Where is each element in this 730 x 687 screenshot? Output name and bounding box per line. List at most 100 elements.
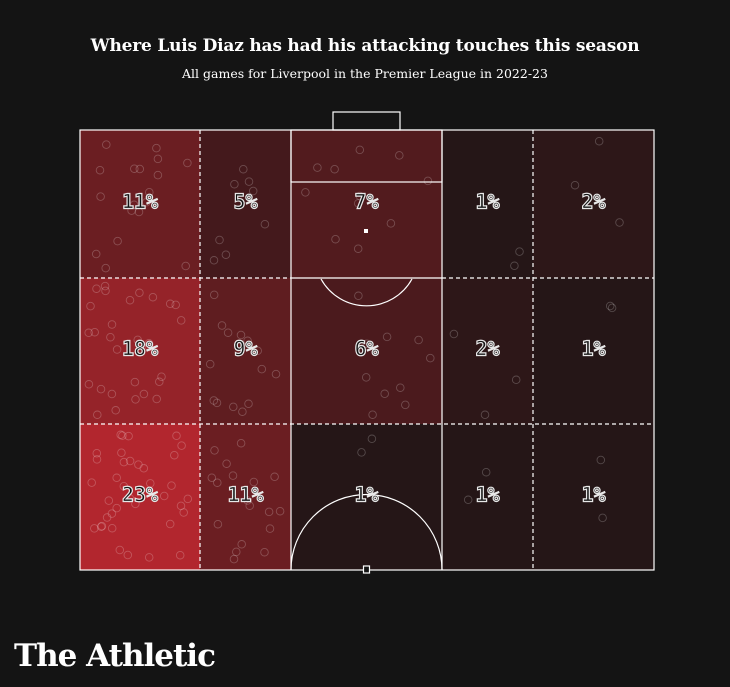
touch-dot (210, 446, 219, 455)
touch-dot (133, 335, 142, 345)
touch-dot (205, 359, 215, 369)
heatmap-cells (80, 130, 654, 570)
touch-dot (243, 336, 252, 346)
zone-percent-label: 1% (581, 483, 605, 507)
zone-percent-label: 7% (354, 190, 378, 214)
zone-labels: 11% 5% 7% 1% 2% 18% 9% 6% 2% 1% 23% 11% 1% 1% 1% (121, 189, 606, 507)
touch-dot (367, 434, 377, 444)
touch-dot (135, 288, 144, 298)
touch-dot (212, 398, 222, 408)
touch-dot (134, 460, 143, 469)
touch-dot (232, 547, 241, 557)
heatmap-cell (442, 424, 533, 570)
touch-dot (176, 316, 186, 325)
touch-dot (111, 406, 120, 415)
zone-percent-label: 2% (581, 190, 605, 214)
touch-dot (119, 481, 129, 491)
touch-dot (131, 499, 140, 509)
heatmap-cell (533, 424, 654, 570)
touch-dot (152, 394, 161, 404)
heatmap-cell (200, 424, 291, 570)
touch-dot (176, 501, 186, 511)
touch-dot (96, 522, 106, 531)
zone-percent-label: 1% (581, 337, 605, 361)
touch-dot (104, 496, 114, 505)
heatmap-cell (442, 278, 533, 424)
touch-dot (301, 188, 310, 197)
touch-dot (167, 481, 176, 490)
touch-dot (127, 206, 136, 215)
touch-dot (423, 176, 433, 186)
touch-dot (237, 540, 246, 549)
touch-dot (396, 383, 405, 392)
touch-dot (92, 284, 101, 293)
touch-dot (270, 472, 279, 482)
touch-dot (102, 140, 111, 149)
touch-dot (153, 170, 163, 180)
touch-dot (331, 234, 340, 244)
touch-dot (112, 345, 122, 354)
touch-dot (223, 328, 233, 337)
touch-dot (183, 494, 193, 504)
touch-dot (152, 143, 161, 153)
touch-dot (135, 164, 145, 174)
touch-dot (101, 286, 110, 296)
touch-dot (401, 400, 410, 410)
touch-dot (155, 377, 164, 387)
touch-dot (92, 448, 102, 458)
touch-dot (157, 372, 166, 381)
touch-dot (249, 477, 259, 487)
zone-percent-label: 23% (122, 483, 158, 507)
touch-dot (129, 200, 139, 210)
zone-percent-label: 5% (233, 190, 257, 214)
touch-dot (222, 459, 231, 468)
touch-dot (607, 303, 617, 313)
touch-dot (145, 187, 154, 197)
touch-dot (257, 364, 267, 374)
touch-dot (236, 330, 246, 340)
center-spot (362, 565, 371, 574)
zone-percent-label: 1% (354, 483, 378, 507)
touch-dot (230, 179, 239, 189)
touch-dot (177, 441, 186, 450)
zone-percent-label: 1% (475, 483, 499, 507)
touch-dot (107, 389, 117, 399)
touch-dot (113, 236, 122, 246)
touch-dot (131, 395, 140, 404)
touch-dot (84, 328, 93, 338)
touch-dot (144, 553, 154, 562)
touch-dot (92, 455, 102, 464)
heatmap-cell (80, 130, 200, 278)
touch-dot (118, 431, 127, 440)
touch-dot (144, 342, 154, 352)
touch-dot (146, 479, 155, 488)
touch-dot (125, 456, 135, 466)
touch-dot (481, 467, 491, 477)
touch-dot (153, 154, 163, 164)
touch-dot (107, 509, 117, 518)
touch-dot (260, 547, 269, 557)
heatmap-cell (442, 130, 533, 278)
touch-dot (134, 207, 144, 217)
penalty-arc (320, 278, 413, 307)
zone-percent-label: 2% (475, 337, 499, 361)
touch-dot (170, 450, 179, 460)
touch-dot (238, 407, 247, 416)
brand-logo: The Athletic (14, 638, 216, 674)
touch-dot (244, 177, 254, 186)
zone-percent-label: 9% (233, 337, 257, 361)
penalty-spot (364, 229, 368, 233)
touch-dot (213, 519, 223, 529)
touch-dot (95, 165, 105, 175)
touch-dot (175, 550, 185, 560)
touch-dot (215, 235, 224, 245)
touch-dot (91, 249, 101, 259)
touch-dot (213, 478, 222, 487)
touch-dot (594, 136, 604, 146)
zone-percent-label: 11% (227, 483, 263, 507)
touch-dot (382, 332, 392, 342)
zone-percent-label: 6% (354, 337, 378, 361)
touch-dot (264, 507, 274, 517)
touch-dot (511, 375, 521, 385)
touch-dot (313, 163, 322, 172)
